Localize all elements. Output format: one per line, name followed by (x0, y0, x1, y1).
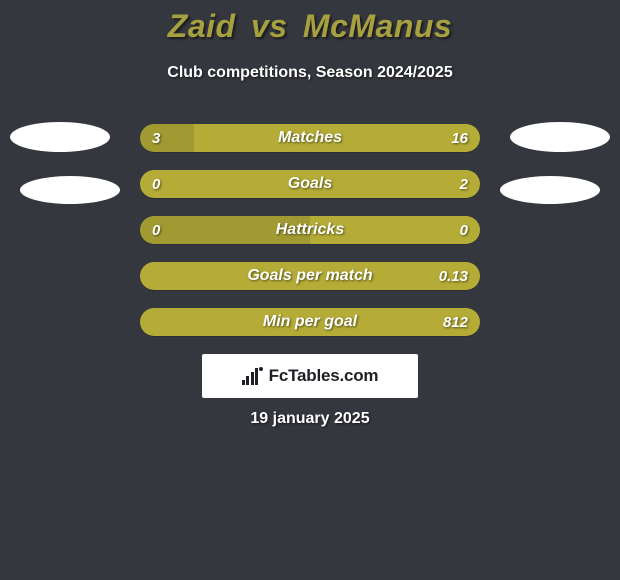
stat-bar: 0.13Goals per match (140, 262, 480, 290)
title-row: Zaid vs McManus (0, 8, 620, 45)
stat-bar: 316Matches (140, 124, 480, 152)
player-right-name: McManus (303, 8, 452, 44)
stat-bar: 00Hattricks (140, 216, 480, 244)
date-line: 19 january 2025 (0, 410, 620, 428)
stat-bar: 02Goals (140, 170, 480, 198)
stat-label: Goals (140, 170, 480, 198)
avatar-left-bottom (20, 176, 120, 204)
avatar-right-top (510, 122, 610, 152)
stats-bars: 316Matches 02Goals 00Hattricks 0.13Goals pe… (140, 124, 480, 354)
avatar-left-top (10, 122, 110, 152)
stat-label: Min per goal (140, 308, 480, 336)
comparison-card: Zaid vs McManus Club competitions, Seaso… (0, 0, 620, 580)
player-left-name: Zaid (168, 8, 236, 44)
brand-box: FcTables.com (202, 354, 418, 398)
avatar-right-bottom (500, 176, 600, 204)
brand-text: FcTables.com (269, 366, 379, 386)
stat-label: Hattricks (140, 216, 480, 244)
stat-label: Matches (140, 124, 480, 152)
subtitle: Club competitions, Season 2024/2025 (0, 64, 620, 82)
stat-label: Goals per match (140, 262, 480, 290)
stat-bar: 812Min per goal (140, 308, 480, 336)
brand-chart-icon (242, 367, 263, 385)
vs-label: vs (251, 8, 288, 44)
